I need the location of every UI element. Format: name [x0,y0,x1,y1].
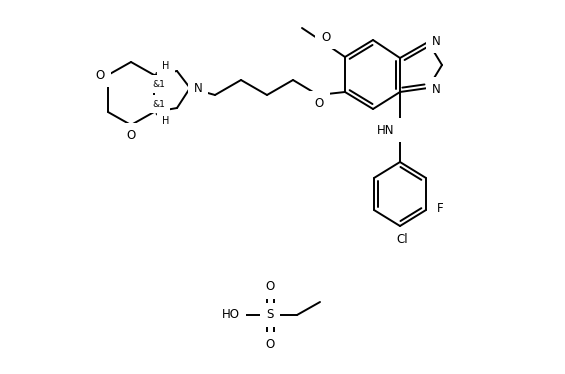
Text: N: N [432,34,440,47]
Text: N: N [194,82,202,95]
Text: &1: &1 [153,99,166,108]
Text: HN: HN [377,123,395,137]
Text: F: F [437,202,444,215]
Text: H: H [162,61,170,71]
Text: O: O [95,68,105,82]
Text: Cl: Cl [396,233,408,245]
Text: O: O [266,337,275,350]
Text: O: O [266,280,275,294]
Text: H: H [162,116,170,126]
Text: O: O [321,31,331,43]
Text: HO: HO [222,309,240,322]
Text: O: O [314,96,324,110]
Text: &1: &1 [153,80,166,89]
Text: O: O [127,129,136,141]
Text: N: N [432,83,440,95]
Text: S: S [266,309,273,322]
